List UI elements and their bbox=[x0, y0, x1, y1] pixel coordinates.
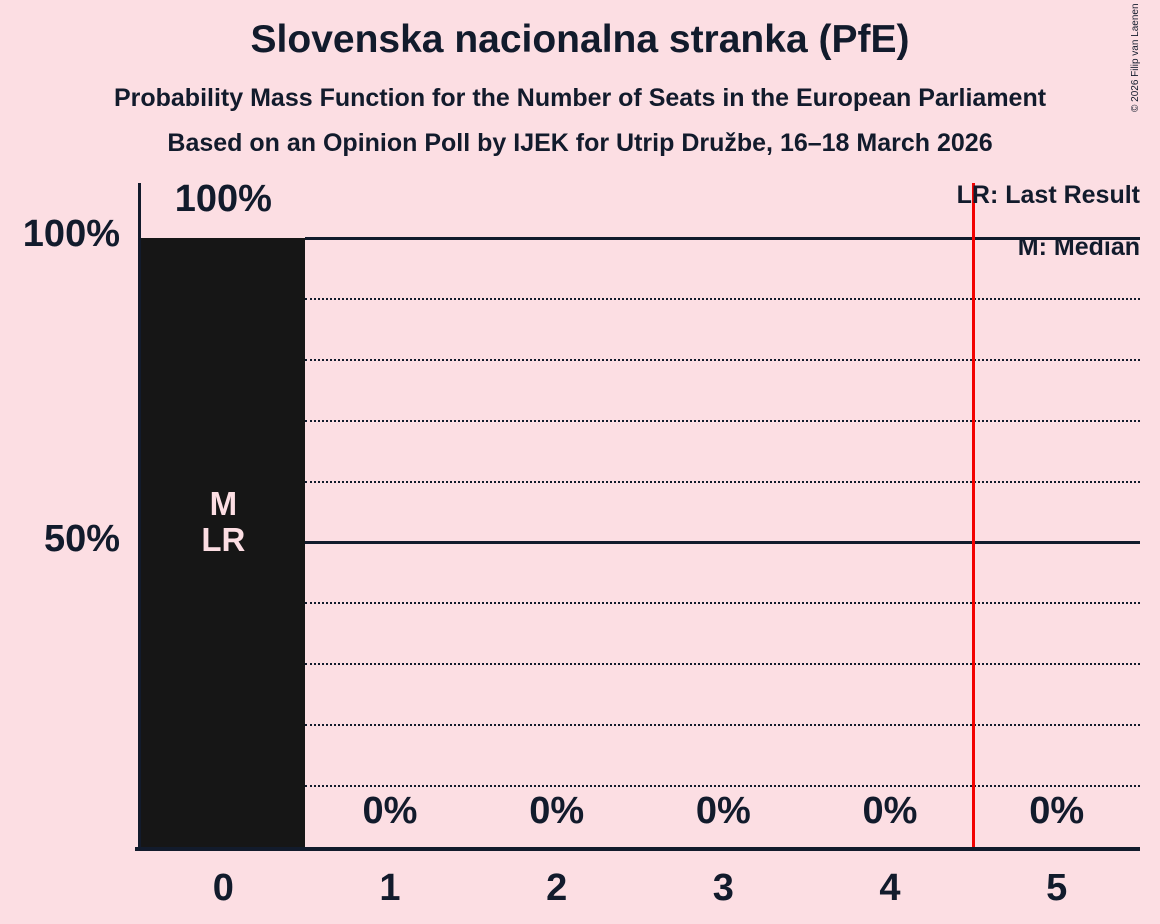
horizontal-gridline-dotted bbox=[305, 358, 1140, 361]
horizontal-gridline-dotted bbox=[305, 297, 1140, 300]
chart-subtitle: Probability Mass Function for the Number… bbox=[113, 84, 1047, 112]
horizontal-gridline-solid bbox=[305, 541, 1140, 544]
y-tick-label: 100% bbox=[22, 213, 120, 255]
bar-value-label: 100% bbox=[174, 178, 272, 220]
bar-annotation-line: M bbox=[209, 485, 238, 522]
x-tick-label: 1 bbox=[379, 867, 401, 909]
chart-plot: 100% 0% 0% 0% 0% 0% M LR bbox=[135, 178, 1140, 851]
threshold-line bbox=[971, 183, 975, 847]
x-tick-label: 0 bbox=[212, 867, 234, 909]
chart-source-line: Based on an Opinion Poll by IJEK for Utr… bbox=[167, 129, 993, 157]
x-tick-label: 2 bbox=[546, 867, 568, 909]
bar-value-label: 0% bbox=[862, 790, 918, 832]
bar-value-label: 0% bbox=[529, 790, 585, 832]
horizontal-gridline-solid bbox=[305, 236, 1140, 240]
x-tick-label: 3 bbox=[712, 867, 734, 909]
bar-annotation: M LR bbox=[140, 486, 307, 558]
y-axis-tick-labels: 100% 50% bbox=[0, 183, 120, 847]
y-axis-line bbox=[138, 183, 141, 851]
x-axis-line bbox=[135, 847, 1140, 851]
horizontal-gridline-dotted bbox=[305, 785, 1140, 788]
bar-value-label: 0% bbox=[362, 790, 418, 832]
horizontal-gridline-dotted bbox=[305, 419, 1140, 422]
horizontal-gridline-dotted bbox=[305, 724, 1140, 727]
chart-title: Slovenska nacionalna stranka (PfE) bbox=[250, 18, 910, 61]
horizontal-gridline-dotted bbox=[305, 480, 1140, 483]
y-tick-label: 50% bbox=[43, 517, 120, 560]
bar bbox=[141, 238, 305, 847]
bar-annotation-line: LR bbox=[201, 521, 246, 558]
bar-value-label: 0% bbox=[1029, 790, 1085, 832]
x-tick-label: 5 bbox=[1046, 867, 1068, 909]
legend-median: M: Median bbox=[1017, 233, 1140, 261]
copyright-notice: © 2026 Filip van Laenen bbox=[1130, 3, 1156, 112]
x-tick-label: 4 bbox=[879, 867, 901, 909]
bar-value-label: 0% bbox=[695, 790, 751, 832]
horizontal-gridline-dotted bbox=[305, 602, 1140, 605]
copyright-text: © 2026 Filip van Laenen bbox=[1130, 3, 1141, 112]
x-axis-tick-labels: 0 1 2 3 4 5 bbox=[140, 865, 1140, 915]
legend-last-result: LR: Last Result bbox=[956, 181, 1140, 209]
horizontal-gridline-dotted bbox=[305, 663, 1140, 666]
